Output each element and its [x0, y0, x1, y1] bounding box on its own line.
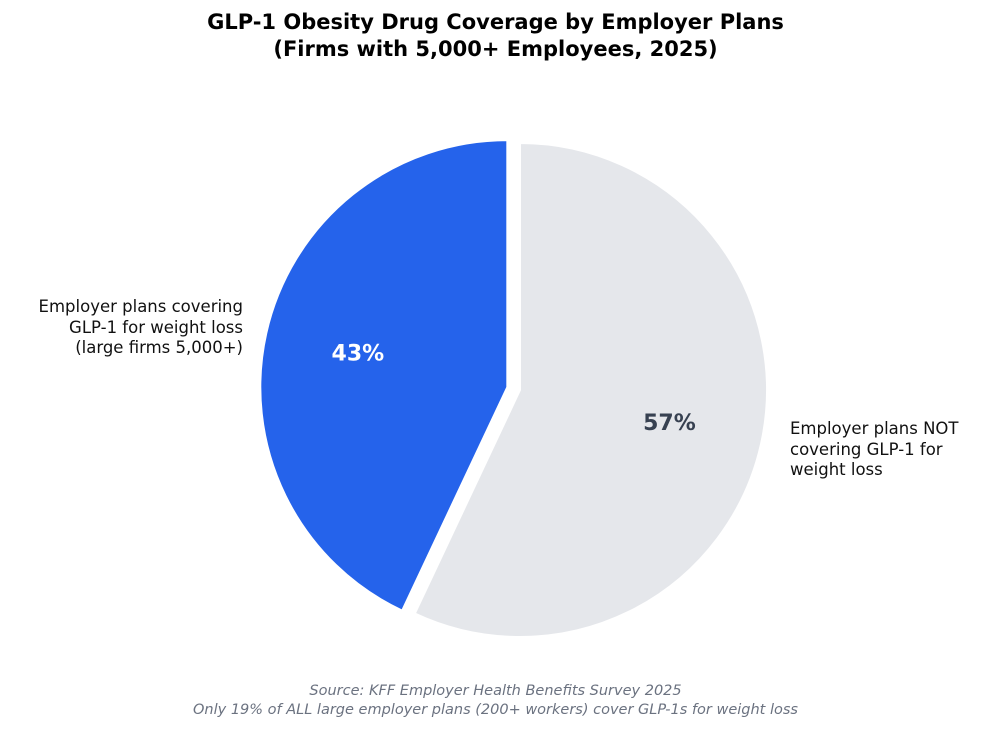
pie-slice-percent-label: 57%	[643, 411, 696, 436]
slice-label-line: Employer plans covering	[38, 297, 243, 316]
slice-label-line: (large firms 5,000+)	[75, 338, 243, 357]
source-note: Source: KFF Employer Health Benefits Sur…	[309, 683, 682, 699]
chart-title: GLP-1 Obesity Drug Coverage by Employer …	[207, 10, 784, 34]
pie-slice	[259, 139, 509, 612]
pie-slice-percent-label: 43%	[332, 341, 385, 366]
chart-footer: Source: KFF Employer Health Benefits Sur…	[0, 682, 991, 720]
pie-slice	[413, 141, 768, 638]
chart-subtitle: (Firms with 5,000+ Employees, 2025)	[273, 37, 718, 61]
slice-label-line: GLP-1 for weight loss	[69, 317, 243, 337]
slice-label-line: Employer plans NOT	[790, 419, 959, 438]
slice-label-line: covering GLP-1 for	[790, 439, 943, 459]
slice-label-covering: Employer plans covering GLP-1 for weight…	[39, 297, 243, 359]
slice-label-line: weight loss	[790, 460, 883, 479]
footnote: Only 19% of ALL large employer plans (20…	[193, 702, 798, 718]
slice-label-not-covering: Employer plans NOT covering GLP-1 for we…	[790, 419, 958, 481]
chart-title-block: GLP-1 Obesity Drug Coverage by Employer …	[0, 9, 991, 63]
